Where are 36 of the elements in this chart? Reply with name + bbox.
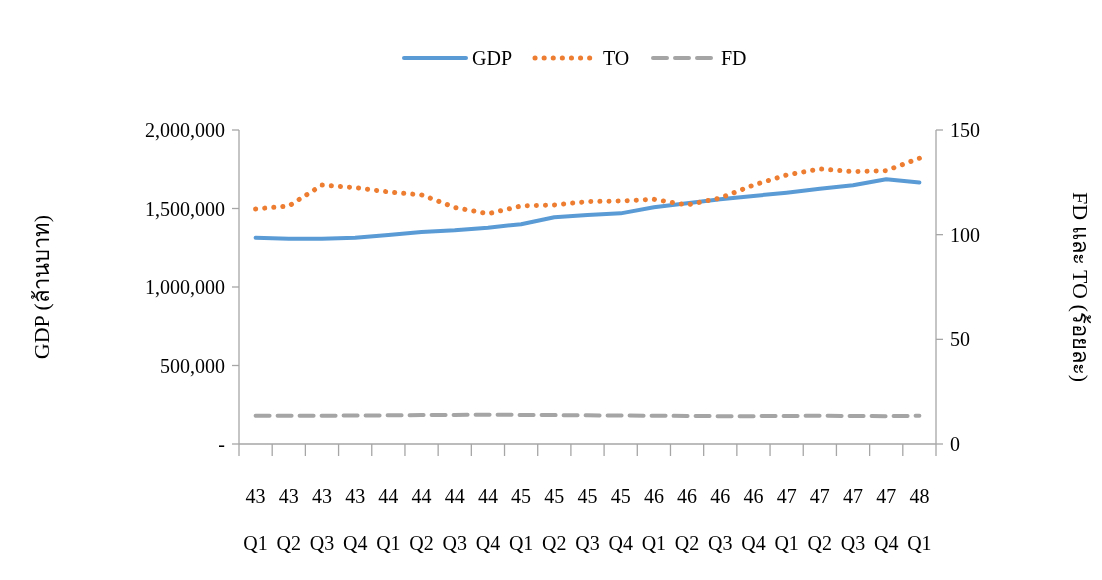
category-label: 47 Q3	[840, 485, 866, 554]
y-tick-label: 500,000	[160, 354, 225, 377]
category-label: 45 Q4	[608, 485, 633, 554]
y-tick-label: 1,500,000	[145, 197, 225, 220]
category-label: 46 Q4	[741, 485, 766, 554]
category-label: 45 Q3	[575, 485, 600, 554]
y2-tick-label: 150	[950, 119, 980, 141]
category-label: 44 Q2	[409, 485, 434, 554]
category-label: 43 Q3	[309, 485, 335, 554]
y-tick-label: 2,000,000	[145, 119, 225, 141]
y2-tick-label: 0	[950, 433, 960, 455]
category-label: 46 Q1	[641, 485, 667, 554]
category-label: 43 Q4	[342, 485, 368, 554]
y2-tick-label: 100	[950, 223, 980, 246]
category-label: 46 Q3	[708, 485, 733, 554]
legend-label: FD	[721, 47, 747, 69]
category-label: 45 Q1	[508, 485, 534, 554]
line-series	[253, 177, 922, 241]
category-label: 45 Q2	[542, 485, 567, 554]
y2-tick-label: 50	[950, 328, 970, 351]
category-label: 47 Q4	[873, 485, 899, 554]
category-label: 44 Q3	[442, 485, 467, 554]
category-label: 43 Q2	[276, 485, 302, 554]
y-tick-label: 1,000,000	[145, 276, 225, 298]
legend-label: TO	[603, 47, 630, 69]
y-axis-title: GDP (ล้านบาท)	[29, 214, 54, 360]
category-label: 43 Q1	[243, 485, 268, 554]
category-label: 47 Q1	[774, 485, 799, 554]
y-tick-label: -	[218, 433, 225, 455]
category-label: 44 Q4	[475, 485, 501, 554]
category-label: 48 Q1	[907, 485, 932, 554]
category-label: 47 Q2	[807, 485, 833, 554]
legend-label: GDP	[472, 47, 513, 69]
category-label: 44 Q1	[376, 485, 401, 554]
y2-axis-title: FD และ TO (ร้อยละ)	[1068, 191, 1093, 383]
category-label: 46 Q2	[674, 485, 700, 554]
